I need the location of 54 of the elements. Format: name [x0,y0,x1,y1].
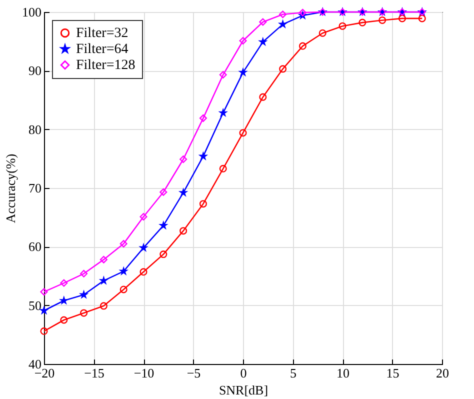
point [80,309,88,317]
y-tick-label: 70 [28,180,42,196]
point [60,316,68,324]
point [279,65,287,73]
point [80,270,88,278]
point [199,200,207,208]
point [239,36,247,45]
point [378,16,386,24]
y-tick-label: 100 [22,4,42,20]
x-tick-label: 20 [436,366,449,380]
point [358,18,366,26]
legend-label: Filter=64 [76,42,128,57]
point [160,188,168,196]
x-tick-label: 15 [386,366,400,380]
y-tick-label: 50 [28,298,42,313]
x-tick-label: −5 [186,366,201,380]
point [318,29,326,37]
legend-label: Filter=32 [76,26,128,41]
point [60,296,68,304]
point [239,129,247,137]
point [140,268,148,276]
y-tick-label: 90 [28,63,42,78]
point [298,42,306,50]
point [279,10,287,18]
point [100,302,108,310]
point [160,222,168,229]
y-tick-label: 60 [28,239,42,254]
x-axis-title: SNR[dB] [218,382,268,398]
point [140,212,148,221]
point [398,14,406,22]
x-tick-label: −15 [84,366,104,380]
point [120,286,128,294]
point [120,240,128,248]
point [259,93,267,101]
y-tick-label: 80 [28,122,42,137]
point [40,288,48,296]
point [219,164,227,172]
x-tick-label: 5 [290,366,296,380]
point [298,8,306,16]
point [199,114,207,122]
x-tick-label: 0 [240,366,247,380]
point [219,71,227,79]
point [40,306,48,314]
point [100,256,108,264]
y-axis-title: Accuracy(%) [3,154,18,224]
point [160,250,168,258]
point [60,279,68,287]
point [180,227,188,235]
point [180,155,188,164]
x-tick-label: 10 [336,366,350,380]
x-tick-label: −10 [134,366,154,380]
point [338,22,346,30]
point [259,18,267,26]
legend-label: Filter=128 [76,58,136,73]
